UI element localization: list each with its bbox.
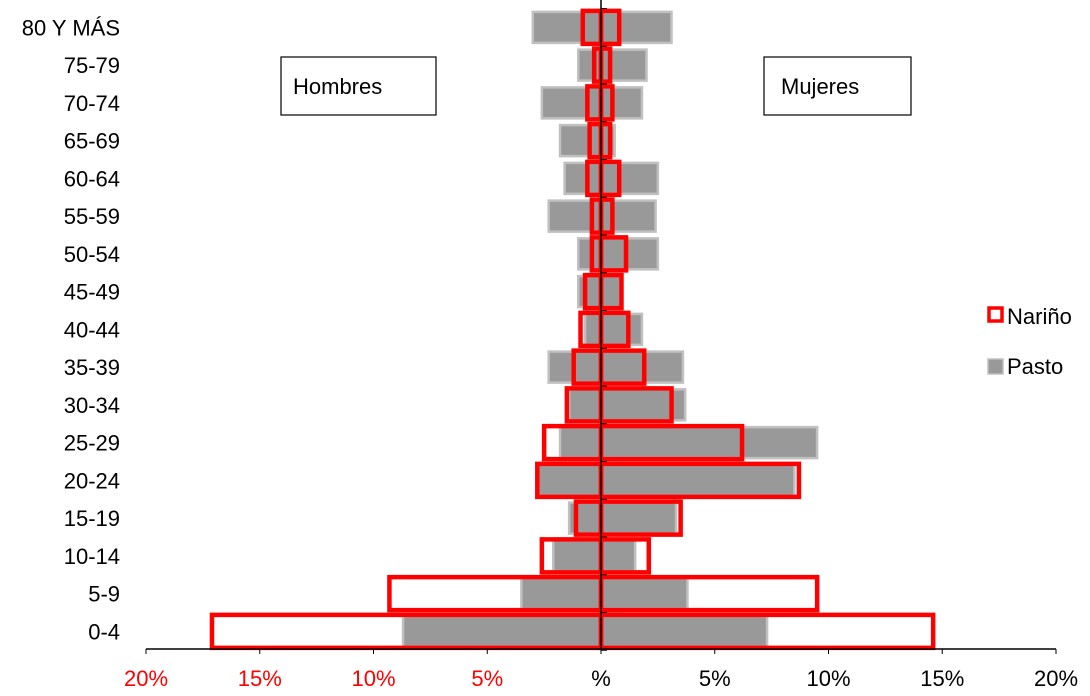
bar-pasto-hombres-70-74 bbox=[540, 86, 603, 120]
y-tick-label: 10-14 bbox=[64, 544, 120, 569]
bar-pasto-mujeres-60-64 bbox=[599, 161, 660, 196]
x-tick-label: 20% bbox=[1034, 666, 1078, 691]
bar-pasto-mujeres-5-9 bbox=[599, 576, 689, 611]
legend-swatch-pasto bbox=[987, 358, 1004, 375]
hombres-label: Hombres bbox=[293, 74, 382, 99]
y-tick-label: 60-64 bbox=[64, 166, 120, 191]
mujeres-label: Mujeres bbox=[781, 74, 859, 99]
bar-pasto-mujeres-55-59 bbox=[599, 199, 657, 233]
x-tick-label: 15% bbox=[238, 666, 282, 691]
bar-pasto-hombres-5-9 bbox=[520, 576, 603, 611]
y-tick-label: 70-74 bbox=[64, 91, 120, 116]
x-tick-label: 5% bbox=[699, 666, 731, 691]
y-tick-label: 50-54 bbox=[64, 242, 120, 267]
legend: Nariño Pasto bbox=[987, 304, 1072, 379]
bar-pasto-hombres-20-24 bbox=[536, 463, 603, 498]
y-tick-label: 5-9 bbox=[88, 582, 120, 607]
x-tick-label: 15% bbox=[920, 666, 964, 691]
bar-pasto-hombres-25-29 bbox=[558, 425, 603, 460]
bar-pasto-hombres-40-44 bbox=[583, 312, 603, 347]
bar-pasto-hombres-80 Y MÁS bbox=[531, 10, 603, 45]
bar-pasto-hombres-10-14 bbox=[551, 539, 603, 573]
x-tick-label: 5% bbox=[471, 666, 503, 691]
mujeres-box: Mujeres bbox=[763, 56, 912, 116]
pasto-series bbox=[401, 10, 819, 649]
y-tick-label: 20-24 bbox=[64, 468, 120, 493]
y-tick-label: 40-44 bbox=[64, 317, 120, 342]
y-tick-label: 45-49 bbox=[64, 280, 120, 305]
bar-pasto-hombres-45-49 bbox=[577, 274, 603, 309]
y-tick-label: 30-34 bbox=[64, 393, 120, 418]
legend-label-narino: Nariño bbox=[1007, 304, 1072, 329]
bar-pasto-hombres-60-64 bbox=[563, 161, 603, 196]
hombres-box: Hombres bbox=[280, 56, 437, 116]
bar-pasto-mujeres-45-49 bbox=[599, 274, 623, 309]
legend-swatch-narino bbox=[987, 306, 1004, 323]
bar-pasto-mujeres-20-24 bbox=[599, 463, 796, 498]
y-tick-label: 65-69 bbox=[64, 129, 120, 154]
x-axis-labels: 20% 15% 10% 5%% 5% 10% 15% 20% bbox=[124, 666, 1078, 691]
bar-pasto-hombres-50-54 bbox=[577, 237, 603, 271]
bar-pasto-mujeres-35-39 bbox=[599, 350, 685, 384]
bar-pasto-hombres-0-4 bbox=[401, 614, 603, 649]
legend-item-narino: Nariño bbox=[987, 304, 1072, 329]
bar-pasto-hombres-30-34 bbox=[567, 388, 603, 422]
x-tick-label: % bbox=[591, 666, 611, 691]
bar-pasto-hombres-75-79 bbox=[577, 48, 603, 82]
y-tick-label: 55-59 bbox=[64, 204, 120, 229]
bar-pasto-mujeres-50-54 bbox=[599, 237, 660, 271]
y-tick-label: 35-39 bbox=[64, 355, 120, 380]
bar-pasto-mujeres-75-79 bbox=[599, 48, 648, 82]
legend-item-pasto: Pasto bbox=[987, 354, 1063, 379]
bar-pasto-hombres-65-69 bbox=[558, 123, 603, 158]
bar-pasto-mujeres-70-74 bbox=[599, 86, 644, 120]
y-tick-label: 25-29 bbox=[64, 431, 120, 456]
bar-pasto-mujeres-15-19 bbox=[599, 501, 678, 535]
y-tick-label: 0-4 bbox=[88, 619, 120, 644]
x-tick-label: 10% bbox=[806, 666, 850, 691]
x-tick-label: 20% bbox=[124, 666, 168, 691]
x-tick-label: 10% bbox=[351, 666, 395, 691]
axes bbox=[145, 0, 1057, 654]
y-axis-labels: 80 Y MÁS 75-79 70-74 65-69 60-64 55-59 50-54 45… bbox=[22, 15, 120, 644]
bar-pasto-mujeres-25-29 bbox=[599, 425, 819, 460]
y-tick-label: 75-79 bbox=[64, 53, 120, 78]
bar-pasto-mujeres-40-44 bbox=[599, 312, 644, 347]
bar-pasto-mujeres-0-4 bbox=[599, 614, 769, 649]
y-tick-label: 15-19 bbox=[64, 506, 120, 531]
bar-pasto-mujeres-10-14 bbox=[599, 539, 637, 573]
legend-label-pasto: Pasto bbox=[1007, 354, 1063, 379]
y-tick-label: 80 Y MÁS bbox=[22, 15, 120, 40]
bar-pasto-mujeres-80 Y MÁS bbox=[599, 10, 673, 45]
